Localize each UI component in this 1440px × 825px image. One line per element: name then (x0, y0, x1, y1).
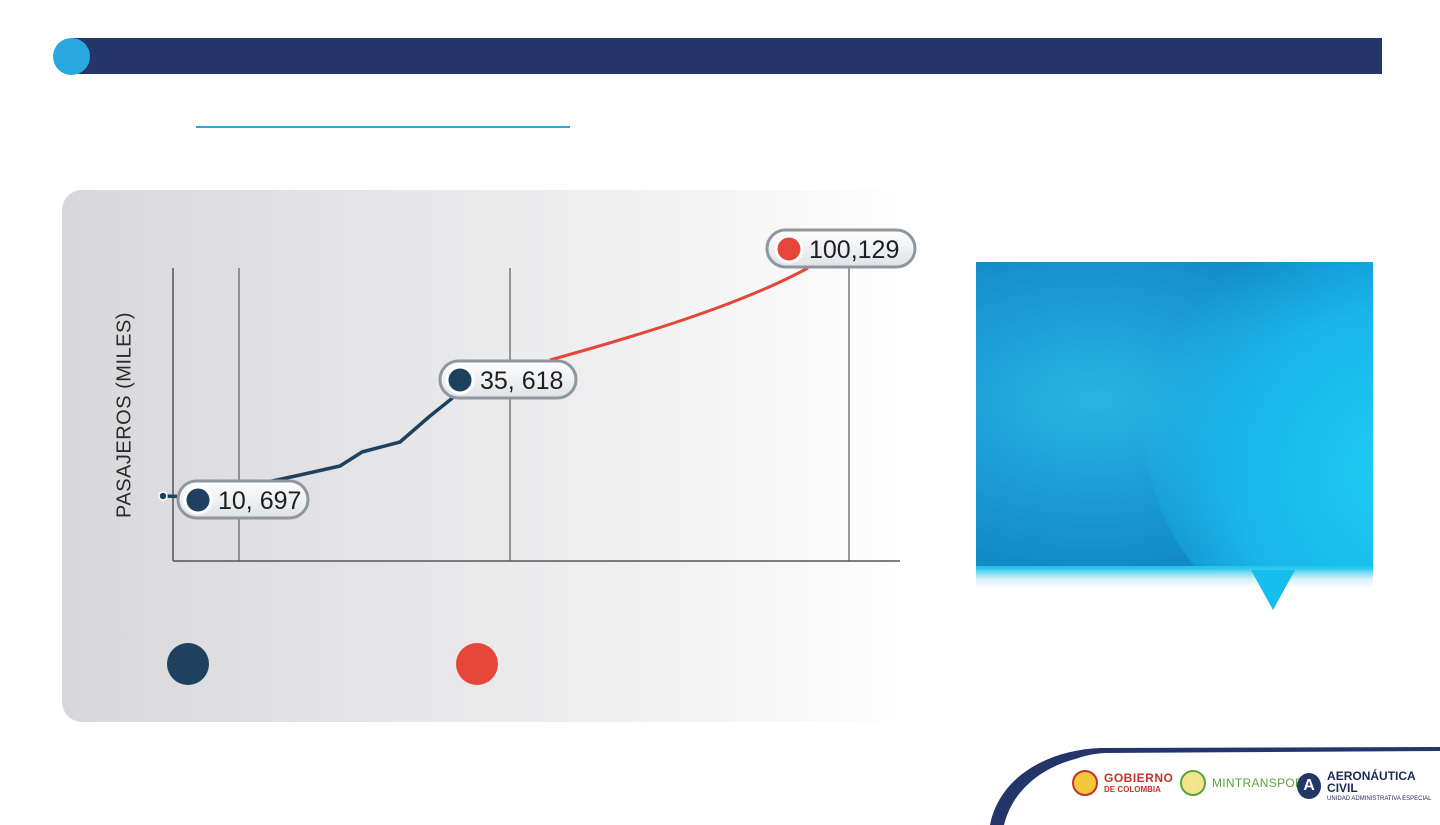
logo-aeronautica-line1: AERONÁUTICA CIVIL (1327, 769, 1416, 795)
info-callout-strip (976, 566, 1373, 588)
logo-gobierno: GOBIERNO DE COLOMBIA (1072, 770, 1173, 796)
header-bar (72, 38, 1382, 74)
logo-gobierno-line1: GOBIERNO (1104, 771, 1174, 785)
data-label-1: 10, 697 (176, 479, 310, 520)
logo-mintransporte: MINTRANSPORTE (1180, 770, 1320, 796)
data-point-marker (183, 485, 213, 515)
colombia-shield-icon (1180, 770, 1206, 796)
data-label-2: 35, 618 (438, 359, 578, 400)
data-label-text: 100,129 (809, 236, 899, 264)
data-point-marker (774, 234, 804, 264)
data-label-pill (176, 479, 310, 520)
info-callout-card (976, 262, 1373, 570)
info-callout-pointer (1251, 570, 1295, 610)
data-label-pill (438, 359, 578, 400)
logo-mintransporte-text: MINTRANSPORTE (1212, 776, 1320, 790)
logo-aeronautica: A AERONÁUTICA CIVIL UNIDAD ADMINISTRATIV… (1297, 770, 1440, 802)
series-start-marker (158, 491, 168, 501)
data-label-group: 10, 697 35, 618 100,129 (176, 228, 917, 520)
data-label-3: 100,129 (765, 228, 917, 269)
chart-panel (62, 190, 922, 722)
logo-aeronautica-line2: UNIDAD ADMINISTRATIVA ESPECIAL (1327, 796, 1432, 802)
colombia-seal-icon (1072, 770, 1098, 796)
legend-dot-series-2 (456, 643, 498, 685)
aeronautica-mark-icon: A (1297, 773, 1322, 799)
data-label-text: 10, 697 (218, 487, 301, 515)
legend-dot-series-1 (167, 643, 209, 685)
series-line-2 (549, 266, 809, 362)
data-label-text: 35, 618 (480, 367, 563, 395)
logo-gobierno-line2: DE COLOMBIA (1104, 785, 1161, 794)
header-dot (53, 38, 90, 75)
title-underline (196, 126, 570, 128)
footer-shape (990, 747, 1440, 825)
data-label-pill (765, 228, 917, 269)
data-point-marker (445, 365, 475, 395)
